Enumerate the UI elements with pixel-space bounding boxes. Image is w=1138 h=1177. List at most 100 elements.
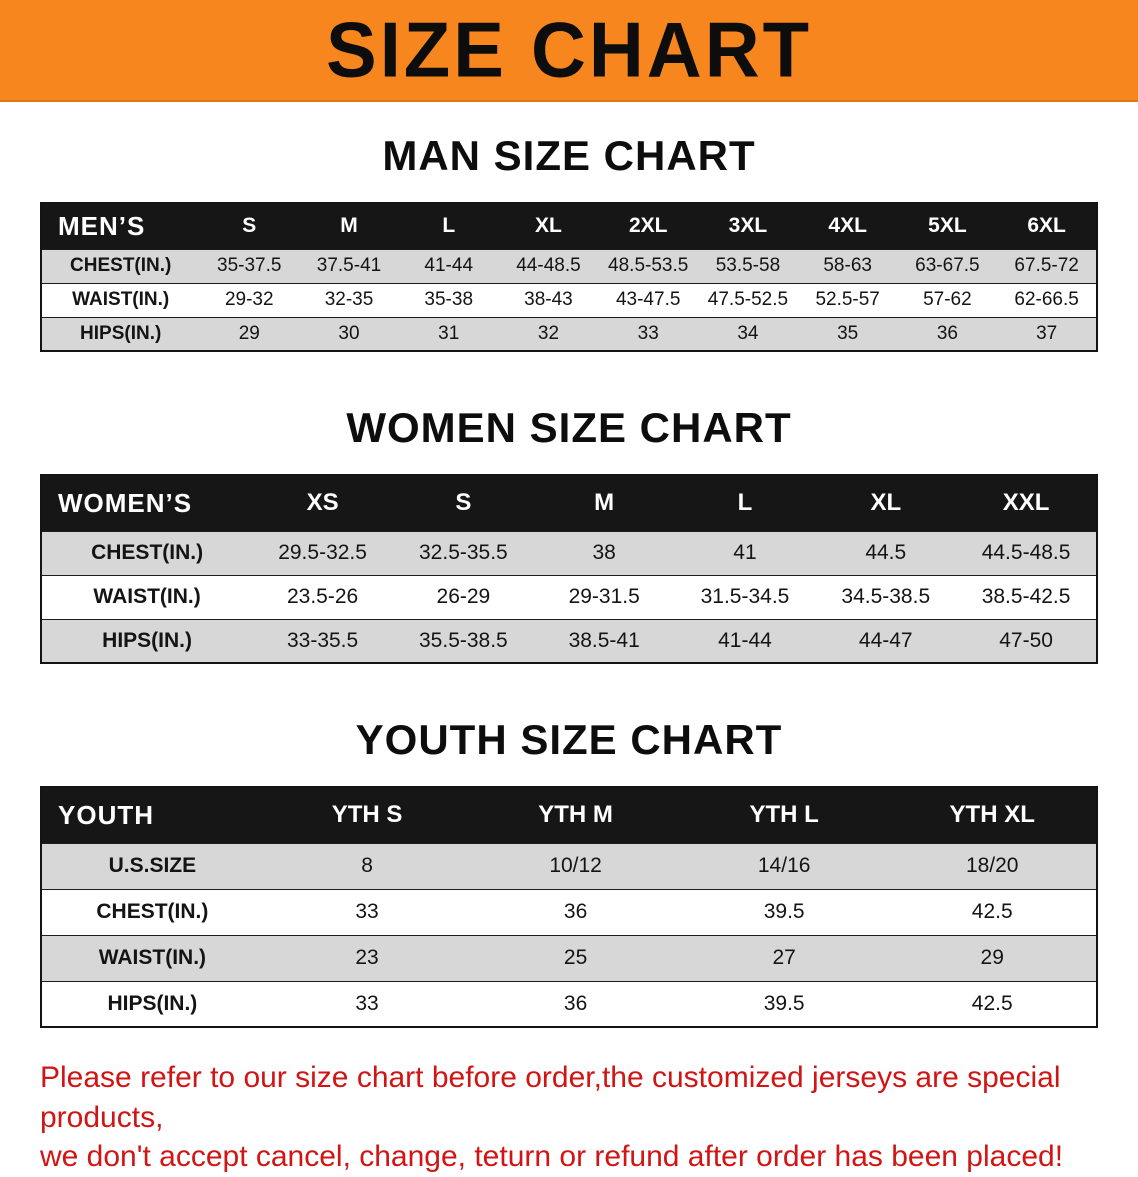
men-section-heading: MAN SIZE CHART	[382, 132, 756, 179]
size-value-cell: 57-62	[923, 289, 972, 310]
size-value-cell: 34	[737, 322, 759, 344]
content: MAN SIZE CHART MEN’S S M L XL 2XL 3XL 4XL 5XL 6XL C…	[40, 132, 1098, 1177]
disclaimer: Please refer to our size chart before or…	[40, 1058, 1098, 1177]
size-column-header: M	[299, 203, 399, 249]
women-size-section: WOMEN SIZE CHART WOMEN’S XS S M L XL XXL CHEST(I…	[40, 404, 1098, 664]
table-row: HIPS(IN.) 29 30 31 32 33 34 35 36 37	[41, 317, 1097, 351]
size-value-cell: 35	[837, 322, 859, 344]
size-chart-sections: MAN SIZE CHART MEN’S S M L XL 2XL 3XL 4XL 5XL 6XL C…	[40, 132, 1098, 1028]
size-value-cell: 29	[980, 946, 1004, 969]
row-label: CHEST(IN.)	[96, 900, 209, 923]
size-value-cell: 44-47	[858, 628, 913, 652]
size-value-cell: 67.5-72	[1014, 255, 1079, 276]
size-value-cell: 48.5-53.5	[608, 255, 689, 276]
size-value-cell: 38.5-42.5	[981, 585, 1071, 608]
row-label: WAIST(IN.)	[72, 289, 170, 310]
size-column-header: XXL	[956, 475, 1097, 531]
size-value-cell: 38-43	[524, 289, 573, 310]
size-column-header: YTH L	[679, 787, 889, 843]
size-value-cell: 44-48.5	[516, 255, 581, 276]
size-value-cell: 38.5-41	[568, 628, 640, 652]
size-column-header: XL	[498, 203, 599, 249]
size-value-cell: 10/12	[549, 854, 602, 877]
youth-section-heading: YOUTH SIZE CHART	[355, 716, 783, 763]
size-value-cell: 29-32	[224, 289, 274, 310]
size-value-cell: 33	[355, 991, 379, 1015]
youth-size-section: YOUTH SIZE CHART YOUTH YTH S YTH M YTH L YTH …	[40, 716, 1098, 1028]
size-value-cell: 44.5-48.5	[981, 541, 1071, 564]
size-value-cell: 35-38	[424, 289, 474, 310]
youth-size-table: YOUTH YTH S YTH M YTH L YTH XL U.S.SIZE 8 10/12…	[40, 786, 1098, 1028]
women-table-title: WOMEN’S	[41, 475, 253, 531]
size-column-header: XL	[815, 475, 957, 531]
size-value-cell: 34.5-38.5	[841, 585, 931, 608]
size-value-cell: 32-35	[324, 289, 374, 310]
size-value-cell: 14/16	[757, 854, 811, 877]
size-value-cell: 36	[936, 322, 958, 344]
page-title: SIZE CHART	[326, 6, 812, 94]
size-value-cell: 42.5	[971, 900, 1013, 923]
size-value-cell: 37	[1036, 322, 1058, 344]
size-column-header: S	[392, 475, 534, 531]
size-value-cell: 35-37.5	[217, 255, 282, 276]
size-value-cell: 58-63	[823, 255, 872, 276]
men-size-table: MEN’S S M L XL 2XL 3XL 4XL 5XL 6XL CHEST(IN.) 35-37…	[40, 202, 1098, 352]
men-size-section: MAN SIZE CHART MEN’S S M L XL 2XL 3XL 4XL 5XL 6XL C…	[40, 132, 1098, 352]
size-value-cell: 31.5-34.5	[700, 585, 790, 608]
size-value-cell: 41-44	[718, 628, 772, 652]
size-value-cell: 53.5-58	[715, 255, 781, 276]
size-value-cell: 23	[355, 946, 379, 969]
size-column-header: YTH M	[471, 787, 680, 843]
size-value-cell: 29-31.5	[568, 585, 640, 608]
size-column-header: 5XL	[897, 203, 998, 249]
size-value-cell: 33	[355, 900, 379, 923]
size-value-cell: 29	[238, 322, 260, 344]
size-value-cell: 36	[563, 991, 588, 1015]
size-column-header: L	[674, 475, 816, 531]
table-row: HIPS(IN.) 33-35.5 35.5-38.5 38.5-41 41-44 44-…	[41, 619, 1097, 663]
table-row: WAIST(IN.) 23 25 27 29	[41, 935, 1097, 981]
size-column-header: YTH S	[262, 787, 472, 843]
size-value-cell: 32	[537, 322, 560, 344]
size-column-header: S	[199, 203, 300, 249]
size-value-cell: 23.5-26	[286, 585, 359, 608]
table-row: CHEST(IN.) 35-37.5 37.5-41 41-44 44-48.5 48.5…	[41, 249, 1097, 283]
size-value-cell: 47-50	[999, 628, 1053, 652]
disclaimer-line-2: we don't accept cancel, change, teturn o…	[40, 1140, 1064, 1174]
row-label: U.S.SIZE	[108, 854, 197, 877]
size-value-cell: 18/20	[965, 854, 1019, 877]
size-value-cell: 36	[563, 900, 588, 923]
size-column-header: M	[533, 475, 675, 531]
table-row: WAIST(IN.) 23.5-26 26-29 29-31.5 31.5-34.5 34…	[41, 575, 1097, 619]
size-column-header: YTH XL	[888, 787, 1097, 843]
table-row: CHEST(IN.) 29.5-32.5 32.5-35.5 38 41 44.5 44.5…	[41, 531, 1097, 575]
size-value-cell: 37.5-41	[316, 255, 382, 276]
row-label: CHEST(IN.)	[70, 255, 172, 276]
row-label: WAIST(IN.)	[93, 585, 201, 608]
women-size-table: WOMEN’S XS S M L XL XXL CHEST(IN.) 29.5-32.5 32.5…	[40, 474, 1098, 664]
size-value-cell: 47.5-52.5	[707, 289, 789, 310]
table-row: U.S.SIZE 8 10/12 14/16 18/20	[41, 843, 1097, 889]
size-value-cell: 52.5-57	[815, 289, 880, 310]
size-value-cell: 63-67.5	[915, 255, 980, 276]
size-column-header: 4XL	[797, 203, 898, 249]
row-label: HIPS(IN.)	[102, 628, 193, 652]
row-label: HIPS(IN.)	[107, 991, 198, 1015]
size-column-header: 3XL	[698, 203, 798, 249]
size-value-cell: 27	[772, 946, 796, 969]
table-row: HIPS(IN.) 33 36 39.5 42.5	[41, 981, 1097, 1027]
size-value-cell: 41-44	[424, 255, 474, 276]
size-value-cell: 42.5	[971, 991, 1013, 1015]
men-table-title: MEN’S	[41, 203, 200, 249]
size-value-cell: 33	[637, 322, 659, 344]
size-value-cell: 44.5	[865, 541, 907, 564]
size-value-cell: 43-47.5	[615, 289, 681, 310]
table-header-row: MEN’S S M L XL 2XL 3XL 4XL 5XL 6XL	[41, 203, 1097, 249]
row-label: HIPS(IN.)	[80, 322, 162, 344]
size-value-cell: 32.5-35.5	[419, 541, 508, 564]
youth-table-title: YOUTH	[41, 787, 263, 843]
size-value-cell: 62-66.5	[1014, 289, 1079, 310]
size-column-header: L	[398, 203, 499, 249]
size-value-cell: 26-29	[436, 585, 491, 608]
